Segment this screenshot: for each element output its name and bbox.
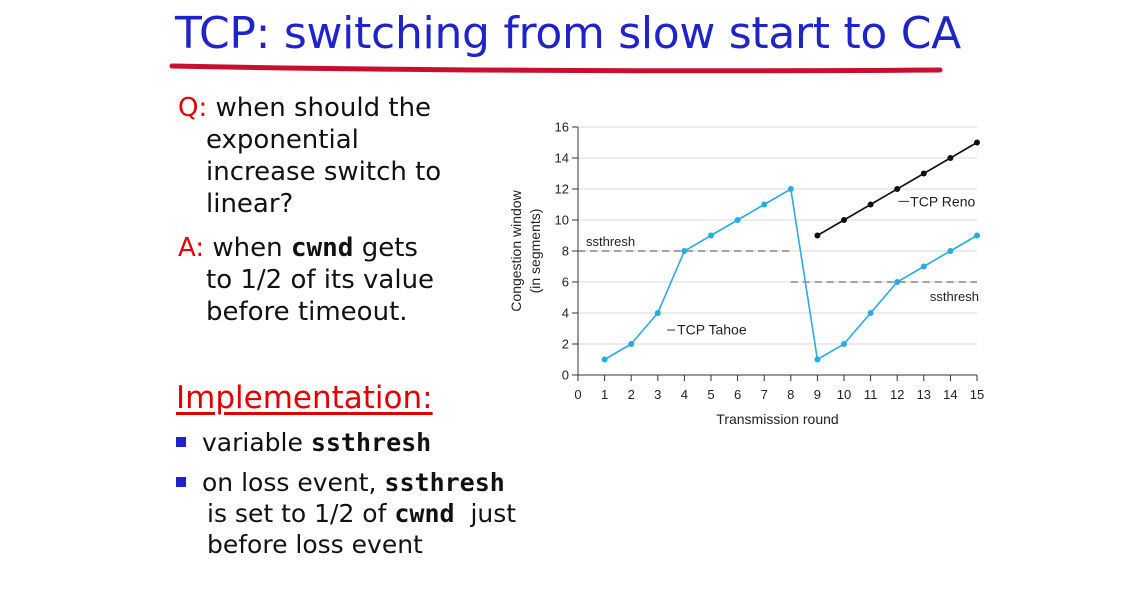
bullet-item-1: variable ssthresh bbox=[176, 427, 431, 458]
y-axis-label-line1: Congestion window bbox=[508, 189, 524, 311]
y-tick-label: 10 bbox=[555, 213, 569, 228]
x-axis-label: Transmission round bbox=[716, 411, 838, 427]
data-point bbox=[628, 341, 635, 347]
slide-title: TCP: switching from slow start to CA bbox=[175, 8, 961, 59]
series-line-tahoe bbox=[604, 187, 978, 361]
data-point bbox=[974, 139, 980, 146]
bullet2-line-3: before loss event bbox=[207, 530, 423, 559]
x-tick-label: 3 bbox=[654, 387, 661, 402]
bullet2-text-b: is set to 1/2 of bbox=[207, 499, 395, 528]
data-point bbox=[894, 279, 901, 285]
y-axis-label-line2: (in segments) bbox=[527, 209, 543, 294]
answer-tag: A: bbox=[178, 233, 205, 263]
data-point bbox=[974, 232, 980, 239]
data-point bbox=[708, 232, 714, 239]
y-tick-label: 0 bbox=[562, 368, 569, 383]
answer-block: A: when cwnd gets to 1/2 of its value be… bbox=[178, 232, 434, 328]
implementation-heading: Implementation: bbox=[176, 380, 433, 416]
question-text-4: linear? bbox=[206, 189, 294, 219]
data-point bbox=[761, 201, 768, 208]
y-tick-label: 6 bbox=[562, 275, 569, 290]
x-tick-label: 6 bbox=[734, 387, 741, 402]
y-tick-label: 14 bbox=[555, 151, 569, 166]
y-tick-label: 4 bbox=[562, 306, 569, 321]
data-point bbox=[841, 341, 847, 347]
data-point bbox=[947, 155, 954, 161]
bullet2-code: ssthresh bbox=[384, 468, 505, 497]
bullet1-code: ssthresh bbox=[310, 428, 432, 457]
bullet-square-icon bbox=[176, 477, 186, 487]
bullet-square-icon bbox=[176, 437, 186, 447]
y-tick-label: 12 bbox=[555, 182, 569, 197]
answer-text-2: to 1/2 of its value bbox=[206, 265, 435, 295]
bullet-item-2: on loss event, ssthresh is set to 1/2 of… bbox=[176, 467, 516, 560]
x-tick-label: 11 bbox=[864, 387, 878, 402]
answer-code-cwnd: cwnd bbox=[290, 233, 354, 263]
bullet2-text-c: just bbox=[454, 499, 517, 528]
data-point bbox=[841, 217, 847, 223]
data-point bbox=[654, 310, 661, 316]
data-point bbox=[734, 217, 741, 223]
question-block: Q: when should the exponential increase … bbox=[178, 92, 441, 220]
series-label-reno: TCP Reno bbox=[910, 193, 975, 209]
x-tick-label: 4 bbox=[681, 387, 688, 402]
data-point bbox=[920, 263, 927, 270]
question-tag: Q: bbox=[178, 93, 208, 123]
x-tick-label: 10 bbox=[837, 387, 851, 402]
question-text-2: exponential bbox=[206, 125, 359, 155]
x-tick-label: 5 bbox=[707, 387, 714, 402]
data-point bbox=[601, 356, 608, 363]
answer-text-1b: gets bbox=[353, 233, 418, 263]
ssthresh-label: ssthresh bbox=[586, 234, 635, 249]
series-label-tahoe: TCP Tahoe bbox=[677, 322, 747, 338]
data-point bbox=[920, 170, 927, 177]
data-point bbox=[787, 186, 794, 192]
x-tick-label: 2 bbox=[628, 387, 635, 402]
answer-text-3: before timeout. bbox=[206, 297, 408, 327]
x-tick-label: 14 bbox=[943, 387, 957, 402]
x-tick-label: 0 bbox=[574, 387, 581, 402]
x-tick-label: 12 bbox=[890, 387, 904, 402]
y-tick-label: 16 bbox=[555, 120, 569, 135]
data-point bbox=[814, 232, 821, 239]
x-tick-label: 15 bbox=[970, 387, 984, 402]
data-point bbox=[681, 248, 688, 254]
data-point bbox=[947, 248, 954, 254]
y-tick-label: 2 bbox=[562, 337, 569, 352]
x-tick-label: 1 bbox=[601, 387, 608, 402]
question-text-1: when should the bbox=[207, 93, 432, 123]
bullet1-text: variable bbox=[202, 428, 311, 457]
x-tick-label: 7 bbox=[761, 387, 768, 402]
x-tick-label: 13 bbox=[917, 387, 931, 402]
data-point bbox=[894, 186, 901, 192]
bullet2-text: on loss event, bbox=[202, 468, 385, 497]
question-text-3: increase switch to bbox=[206, 157, 442, 187]
x-tick-label: 8 bbox=[787, 387, 794, 402]
x-tick-label: 9 bbox=[814, 387, 821, 402]
answer-text-1a: when bbox=[204, 233, 291, 263]
bullet2-code-cwnd: cwnd bbox=[394, 499, 455, 528]
data-point bbox=[814, 356, 821, 363]
data-point bbox=[867, 310, 874, 316]
ssthresh-label: ssthresh bbox=[930, 289, 979, 304]
data-point bbox=[867, 201, 874, 208]
y-tick-label: 8 bbox=[562, 244, 569, 259]
bullet2-line-2: is set to 1/2 of cwnd just bbox=[176, 498, 516, 529]
title-underline bbox=[169, 63, 943, 74]
